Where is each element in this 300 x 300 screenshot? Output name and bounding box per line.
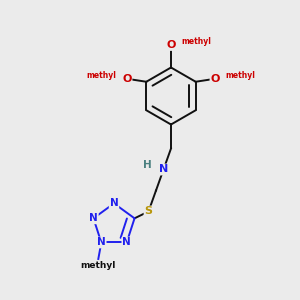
Text: methyl: methyl	[86, 70, 116, 80]
Text: O: O	[211, 74, 220, 84]
Text: O: O	[122, 74, 131, 84]
Text: N: N	[122, 238, 131, 248]
Text: methyl: methyl	[81, 261, 116, 270]
Text: methyl: methyl	[182, 37, 212, 46]
Text: O: O	[166, 40, 176, 50]
Text: methyl: methyl	[226, 70, 256, 80]
Text: N: N	[89, 213, 98, 223]
Text: N: N	[110, 198, 118, 208]
Text: S: S	[145, 206, 152, 217]
Text: N: N	[97, 238, 106, 248]
Text: N: N	[159, 164, 168, 175]
Text: H: H	[142, 160, 152, 170]
